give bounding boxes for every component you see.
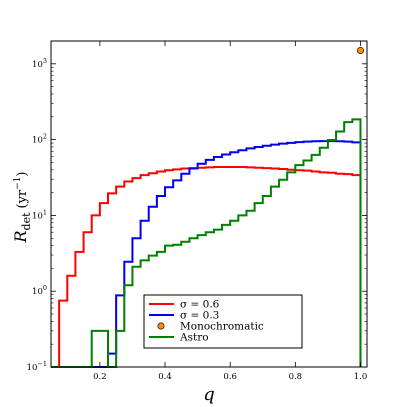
legend-label-1: σ = 0.3 <box>180 310 219 322</box>
y-axis-label: Rdet(yr−1) <box>11 171 33 243</box>
legend-label-2: Monochromatic <box>180 321 264 333</box>
ticks-layer: 0.2 0.4 0.6 0.8 1.0 10−1 100 101 102 103 <box>27 41 368 382</box>
series-line-0 <box>51 166 362 368</box>
y-tick-label-3: 102 <box>32 133 47 146</box>
x-tick-label-4: 1.0 <box>354 372 368 382</box>
legend-label-0: σ = 0.6 <box>180 299 220 311</box>
legend-label-3: Astro <box>179 332 209 344</box>
x-tick-label-3: 0.8 <box>289 372 303 382</box>
x-tick-label-1: 0.4 <box>158 372 172 382</box>
points-layer <box>356 46 364 54</box>
y-tick-label-2: 101 <box>32 208 47 221</box>
data-point-0 <box>356 46 364 54</box>
y-tick-label-0: 10−1 <box>27 360 47 373</box>
plot-frame <box>50 40 368 368</box>
x-tick-label-0: 0.2 <box>93 372 107 382</box>
y-tick-label-1: 100 <box>32 284 47 297</box>
x-tick-label-2: 0.6 <box>223 372 237 382</box>
series-line-2 <box>51 118 362 368</box>
series-line-1 <box>51 140 362 368</box>
legend-swatch-2 <box>157 322 165 330</box>
series-layer <box>51 118 362 368</box>
x-axis-label: q <box>203 384 215 405</box>
y-tick-label-4: 103 <box>32 57 47 70</box>
